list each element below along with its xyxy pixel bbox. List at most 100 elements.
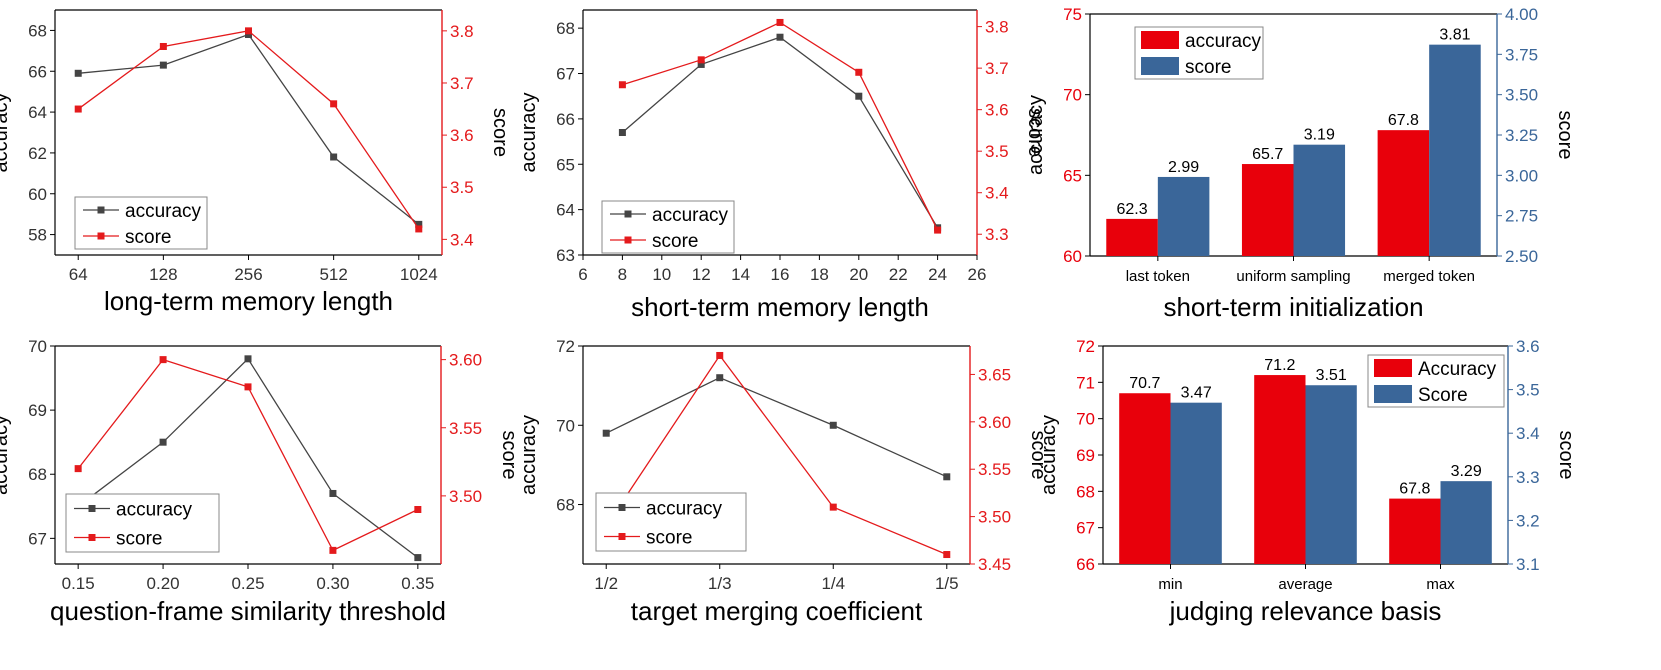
x-axis-title: target merging coefficient — [631, 596, 923, 626]
score-bar — [1440, 481, 1492, 564]
accuracy-point — [244, 355, 252, 363]
left-y-tick-label: 67 — [1076, 519, 1095, 538]
legend-marker — [97, 206, 105, 214]
legend-marker — [624, 236, 632, 244]
score-point — [934, 226, 942, 234]
right-y-axis-title: score — [1027, 431, 1049, 480]
chart-1: 58 60 62 64 66 68 3.4 3.5 3.6 3.7 3.8 64 128 256 512 10… — [0, 9, 511, 316]
chart-4: 67 68 69 70 3.50 3.55 3.60 0.15 0.20 0.25 0.30 0.35… — [0, 337, 520, 626]
score-bar — [1429, 44, 1481, 256]
right-y-tick-label: 3.8 — [985, 18, 1009, 37]
accuracy-bar — [1254, 375, 1306, 564]
accuracy-bar — [1119, 393, 1171, 564]
x-tick-label: max — [1426, 576, 1455, 593]
left-y-tick-label: 68 — [28, 21, 47, 40]
bar-value-label: 62.3 — [1116, 201, 1147, 218]
right-y-tick-label: 3.65 — [978, 365, 1011, 384]
accuracy-point — [329, 489, 337, 497]
score-point — [159, 42, 167, 50]
left-y-tick-label: 67 — [28, 529, 47, 548]
right-y-tick-label: 3.6 — [450, 126, 474, 145]
legend-marker — [624, 210, 632, 218]
left-y-tick-label: 64 — [556, 201, 575, 220]
x-tick-label: 0.30 — [316, 574, 349, 593]
left-y-tick-label: 72 — [1076, 337, 1095, 356]
score-point — [855, 68, 863, 76]
x-axis-title: long-term memory length — [104, 286, 393, 316]
x-tick-label: average — [1278, 576, 1332, 593]
right-y-tick-label: 3.7 — [450, 74, 474, 93]
score-point — [74, 105, 82, 113]
bar-value-label: 3.47 — [1181, 385, 1212, 402]
bar-value-label: 3.81 — [1439, 27, 1470, 44]
chart-3: 60 65 70 75 2.50 2.75 3.00 3.25 3.50 3.75 4.00 last… — [1025, 5, 1576, 322]
right-y-tick-label: 3.50 — [978, 508, 1011, 527]
x-tick-label: 64 — [69, 265, 88, 284]
x-tick-label: 1/5 — [935, 574, 959, 593]
x-tick-label: 0.20 — [147, 574, 180, 593]
legend-swatch — [1374, 385, 1412, 403]
accuracy-point — [330, 153, 338, 161]
score-point — [776, 18, 784, 26]
left-y-tick-label: 68 — [556, 19, 575, 38]
bar-value-label: 2.99 — [1168, 159, 1199, 176]
legend: accuracy score — [1134, 26, 1264, 80]
right-y-axis-title: score — [498, 431, 520, 480]
score-point — [244, 383, 252, 391]
score-point — [414, 506, 422, 513]
accuracy-line — [605, 376, 948, 478]
chart-5: 68 70 72 3.45 3.50 3.55 3.60 3.65 1/2 1/3 1/4 1/5 ac… — [518, 337, 1049, 626]
legend-swatch — [1141, 31, 1179, 49]
score-line — [605, 354, 948, 556]
legend-swatch — [1141, 57, 1179, 75]
legend-label: score — [1185, 57, 1231, 78]
score-point — [245, 27, 252, 35]
accuracy-line — [621, 36, 939, 229]
accuracy-point — [943, 473, 951, 481]
x-tick-label: 16 — [771, 265, 790, 284]
right-y-tick-label: 4.00 — [1505, 5, 1538, 24]
accuracy-point — [855, 92, 863, 100]
accuracy-point — [776, 33, 784, 41]
right-y-tick-label: 2.75 — [1505, 207, 1538, 226]
x-tick-label: 0.15 — [62, 574, 95, 593]
score-point — [697, 56, 705, 64]
left-y-tick-label: 70 — [1063, 86, 1082, 105]
accuracy-bar — [1389, 498, 1441, 564]
left-y-tick-label: 58 — [28, 226, 47, 245]
right-y-tick-label: 3.6 — [985, 101, 1009, 120]
left-y-axis-title: accuracy — [518, 415, 540, 495]
left-y-tick-label: 71 — [1076, 373, 1095, 392]
right-y-tick-label: 3.4 — [450, 230, 474, 249]
score-point — [74, 465, 82, 473]
bar-value-label: 70.7 — [1129, 375, 1160, 392]
right-y-tick-label: 3.5 — [450, 178, 474, 197]
left-y-tick-label: 66 — [1076, 555, 1095, 574]
left-y-tick-label: 68 — [28, 465, 47, 484]
score-bar — [1170, 402, 1222, 564]
x-axis-title: short-term memory length — [631, 292, 929, 322]
x-tick-label: 20 — [849, 265, 868, 284]
x-tick-label: last token — [1126, 268, 1190, 285]
right-y-tick-label: 3.3 — [985, 225, 1009, 244]
legend-label: Score — [1418, 385, 1468, 406]
accuracy-point — [159, 61, 167, 69]
right-y-tick-label: 2.50 — [1505, 247, 1538, 266]
accuracy-point — [602, 429, 610, 437]
score-point — [415, 225, 423, 233]
legend: Accuracy Score — [1367, 354, 1505, 408]
right-y-tick-label: 3.60 — [449, 351, 482, 370]
legend-marker — [88, 505, 96, 512]
x-tick-label: 128 — [149, 265, 177, 284]
right-y-tick-label: 3.1 — [1516, 555, 1540, 574]
legend-marker — [88, 534, 96, 541]
chart-6: 66 67 68 69 70 71 72 3.1 3.2 3.3 3.4 3.5 3.6 min avera… — [1038, 337, 1577, 626]
left-y-tick-label: 64 — [28, 103, 47, 122]
left-y-tick-label: 68 — [556, 496, 575, 515]
left-y-tick-label: 62 — [28, 144, 47, 163]
right-y-tick-label: 3.8 — [450, 22, 474, 41]
left-y-tick-label: 66 — [556, 110, 575, 129]
right-y-tick-label: 3.3 — [1516, 468, 1540, 487]
score-bar — [1293, 144, 1346, 256]
x-tick-label: 1024 — [400, 265, 438, 284]
